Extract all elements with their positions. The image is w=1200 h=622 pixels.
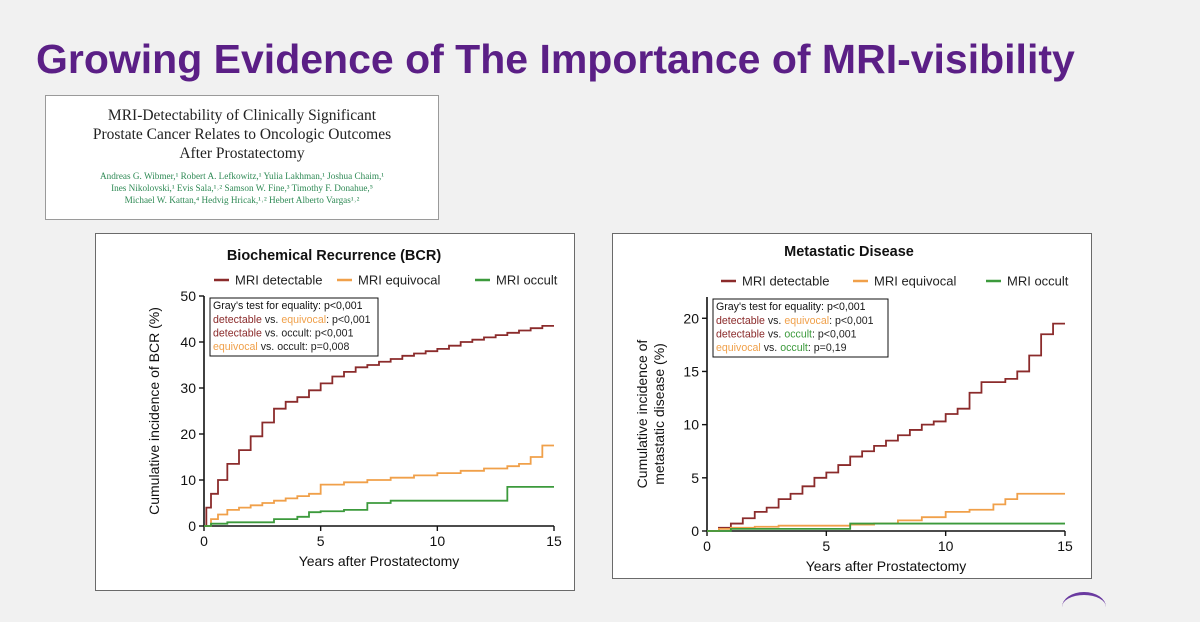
- y-tick-label: 5: [691, 470, 699, 486]
- stats-box: [712, 298, 889, 358]
- stats-segment: equivocal: [716, 342, 761, 354]
- paper-author-line: Andreas G. Wibmer,¹ Robert A. Lefkowitz,…: [99, 171, 385, 181]
- stats-segment: detectable: [213, 314, 262, 326]
- stats-line: detectable vs. equivocal: p<0,001: [213, 314, 371, 326]
- paper-author-line: Ines Nikolovski,¹ Evis Sala,¹˒² Samson W…: [111, 183, 373, 193]
- series-line: [204, 444, 554, 527]
- y-axis-label: Cumulative incidence of BCR (%): [146, 307, 162, 515]
- stats-segment: occult: [784, 329, 812, 341]
- x-tick-label: 5: [317, 533, 325, 549]
- corner-logo-arc: [1062, 592, 1106, 622]
- stats-segment: vs. occult: p=0,008: [258, 341, 350, 353]
- stats-box: [209, 297, 379, 357]
- legend-label: MRI occult: [496, 273, 558, 288]
- y-tick-label: 20: [180, 426, 196, 442]
- series-line: [204, 325, 554, 527]
- bcr-chart-panel: Biochemical Recurrence (BCR) MRI detectab…: [95, 233, 575, 591]
- stats-segment: : p<0,001: [326, 314, 371, 326]
- stats-segment: occult: [780, 342, 808, 354]
- y-tick-label: 50: [180, 288, 196, 304]
- stats-segment: vs.: [765, 315, 784, 327]
- x-tick-label: 10: [938, 538, 954, 554]
- legend-label: MRI detectable: [235, 273, 322, 288]
- stats-segment: vs.: [765, 329, 784, 341]
- paper-author-line: Michael W. Kattan,⁴ Hedvig Hricak,¹˒² He…: [124, 195, 360, 205]
- series-line: [707, 322, 1065, 532]
- paper-citation-box: MRI-Detectability of Clinically Signific…: [45, 95, 439, 220]
- x-tick-label: 0: [703, 538, 711, 554]
- stats-segment: equivocal: [213, 341, 258, 353]
- bcr-chart: Biochemical Recurrence (BCR) MRI detectab…: [146, 248, 562, 569]
- y-axis-label: Cumulative incidence of: [634, 340, 650, 489]
- series-line: [204, 486, 554, 527]
- stats-segment: vs.: [262, 314, 281, 326]
- x-tick-label: 0: [200, 533, 208, 549]
- paper-title-line: MRI-Detectability of Clinically Signific…: [107, 107, 377, 124]
- legend-label: MRI detectable: [742, 274, 829, 289]
- x-tick-label: 15: [1057, 538, 1073, 554]
- stats-line: equivocal vs. occult: p=0,008: [213, 341, 349, 353]
- y-tick-label: 10: [683, 417, 699, 433]
- stats-segment: detectable: [716, 315, 765, 327]
- x-axis-label: Years after Prostatectomy: [806, 558, 967, 574]
- stats-line: detectable vs. equivocal: p<0,001: [716, 315, 874, 327]
- y-tick-label: 10: [180, 472, 196, 488]
- stats-segment: : p<0,001: [829, 315, 874, 327]
- y-tick-label: 40: [180, 334, 196, 350]
- legend-label: MRI equivocal: [874, 274, 956, 289]
- paper-title: MRI-Detectability of Clinically Signific…: [46, 106, 438, 163]
- chart-title: Biochemical Recurrence (BCR): [227, 248, 442, 264]
- slide-title: Growing Evidence of The Importance of MR…: [36, 36, 1075, 82]
- stats-heading: Gray's test for equality: p<0,001: [716, 301, 866, 313]
- metastatic-chart-panel: Metastatic Disease MRI detectable MRI equi…: [612, 233, 1092, 579]
- paper-title-line: Prostate Cancer Relates to Oncologic Out…: [92, 126, 392, 143]
- legend-label: MRI occult: [1007, 274, 1069, 289]
- y-tick-label: 15: [683, 363, 699, 379]
- stats-segment: vs. occult: p<0,001: [262, 328, 354, 340]
- x-tick-label: 15: [546, 533, 562, 549]
- stats-heading: Gray's test for equality: p<0,001: [213, 300, 363, 312]
- stats-segment: vs.: [761, 342, 780, 354]
- stats-segment: detectable: [716, 329, 765, 341]
- legend-label: MRI equivocal: [358, 273, 440, 288]
- stats-segment: detectable: [213, 328, 262, 340]
- x-axis-label: Years after Prostatectomy: [299, 553, 460, 569]
- stats-segment: equivocal: [784, 315, 829, 327]
- stats-segment: equivocal: [281, 314, 326, 326]
- stats-line: detectable vs. occult: p<0,001: [716, 329, 857, 341]
- stats-line: equivocal vs. occult: p=0,19: [716, 342, 847, 354]
- paper-title-line: After Prostatectomy: [179, 145, 305, 162]
- paper-authors: Andreas G. Wibmer,¹ Robert A. Lefkowitz,…: [46, 170, 438, 206]
- metastatic-chart: Metastatic Disease MRI detectable MRI equi…: [634, 244, 1073, 574]
- y-tick-label: 0: [691, 523, 699, 539]
- chart-title: Metastatic Disease: [784, 244, 914, 260]
- y-axis-label: metastatic disease (%): [651, 343, 667, 485]
- stats-segment: : p<0,001: [812, 329, 857, 341]
- x-tick-label: 5: [822, 538, 830, 554]
- y-tick-label: 30: [180, 380, 196, 396]
- series-line: [707, 522, 1065, 532]
- y-tick-label: 20: [683, 310, 699, 326]
- stats-segment: : p=0,19: [808, 342, 847, 354]
- y-tick-label: 0: [188, 518, 196, 534]
- x-tick-label: 10: [430, 533, 446, 549]
- stats-line: detectable vs. occult: p<0,001: [213, 328, 354, 340]
